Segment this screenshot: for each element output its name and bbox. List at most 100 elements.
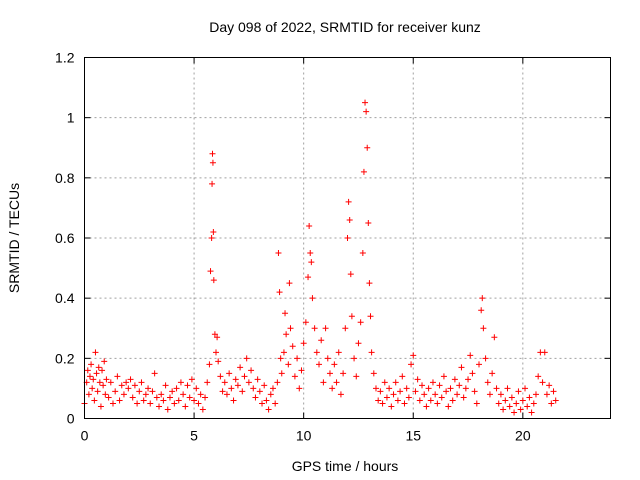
data-point (309, 295, 316, 302)
x-tick-label: 10 (296, 428, 312, 444)
data-point (210, 228, 217, 235)
data-point (188, 376, 195, 383)
data-point (234, 382, 241, 389)
data-point (300, 340, 307, 347)
data-point (423, 403, 430, 410)
data-point (394, 397, 401, 404)
data-point (522, 385, 529, 392)
data-point (351, 355, 358, 362)
data-point (96, 379, 103, 386)
x-tick-label: 15 (405, 428, 421, 444)
data-point (241, 373, 248, 380)
data-point (370, 370, 377, 377)
data-point (256, 388, 263, 395)
data-point (93, 370, 100, 377)
data-point (204, 379, 211, 386)
data-point (318, 337, 325, 344)
data-point (379, 400, 386, 407)
data-point (250, 385, 257, 392)
data-point (129, 394, 136, 401)
data-point (209, 180, 216, 187)
data-point (480, 325, 487, 332)
data-point (182, 403, 189, 410)
data-point (445, 403, 452, 410)
data-point (486, 391, 493, 398)
data-point (429, 379, 436, 386)
data-point (85, 391, 92, 398)
data-point (99, 367, 106, 374)
data-point (123, 379, 130, 386)
data-point (528, 409, 535, 416)
data-point (478, 307, 485, 314)
data-point (434, 400, 441, 407)
x-tick-label: 0 (81, 428, 89, 444)
data-point (283, 331, 290, 338)
data-point (125, 385, 132, 392)
data-point (381, 379, 388, 386)
data-point (524, 403, 531, 410)
data-point (232, 376, 239, 383)
data-point (405, 394, 412, 401)
data-point (86, 373, 93, 380)
data-point (91, 397, 98, 404)
data-point (248, 367, 255, 374)
data-point (213, 349, 219, 356)
data-point (495, 400, 502, 407)
data-point (504, 385, 511, 392)
data-point (331, 361, 338, 368)
data-point (259, 400, 266, 407)
data-point (493, 385, 500, 392)
data-point (364, 144, 371, 151)
data-point (489, 370, 496, 377)
data-point (109, 400, 116, 407)
data-point (202, 394, 209, 401)
data-point (497, 391, 504, 398)
data-point (443, 388, 450, 395)
data-point (265, 406, 272, 413)
data-point (208, 235, 215, 241)
data-point (416, 397, 423, 404)
data-point (84, 367, 91, 374)
data-point (214, 334, 221, 341)
data-point (479, 295, 486, 302)
x-axis-label: GPS time / hours (292, 458, 399, 474)
data-point (89, 385, 96, 392)
data-point (360, 168, 367, 175)
data-point (329, 385, 336, 392)
data-point (311, 325, 318, 332)
data-point (211, 331, 218, 338)
data-point (215, 358, 222, 365)
data-point (348, 313, 355, 320)
data-point (526, 394, 533, 401)
data-point (294, 355, 301, 362)
data-point (473, 400, 480, 407)
data-point (261, 382, 268, 389)
data-point (138, 379, 145, 386)
data-point (367, 313, 374, 320)
data-point (368, 349, 375, 356)
data-point (320, 379, 327, 386)
data-point (175, 397, 182, 404)
data-point (471, 388, 478, 395)
data-point (333, 379, 340, 386)
data-point (162, 382, 169, 389)
data-point (305, 274, 312, 281)
data-point (460, 394, 467, 401)
x-tick-label: 20 (515, 428, 531, 444)
data-point (177, 379, 184, 386)
data-point (344, 235, 351, 241)
data-point (425, 385, 432, 392)
data-point (186, 394, 193, 401)
data-point (254, 376, 261, 383)
data-point (447, 385, 454, 392)
y-tick-label: 0.2 (55, 350, 75, 366)
data-point (134, 400, 141, 407)
data-point (245, 379, 252, 386)
data-point (291, 373, 298, 380)
data-point (506, 403, 513, 410)
data-point (298, 367, 305, 374)
data-point (92, 349, 99, 356)
data-point (151, 370, 158, 377)
data-point (195, 400, 202, 407)
data-point (412, 388, 419, 395)
